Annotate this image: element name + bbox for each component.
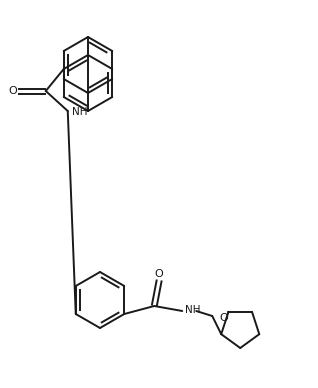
Text: O: O xyxy=(219,313,228,323)
Text: O: O xyxy=(8,86,17,96)
Text: NH: NH xyxy=(72,107,87,117)
Text: O: O xyxy=(155,269,164,279)
Text: NH: NH xyxy=(185,305,201,315)
